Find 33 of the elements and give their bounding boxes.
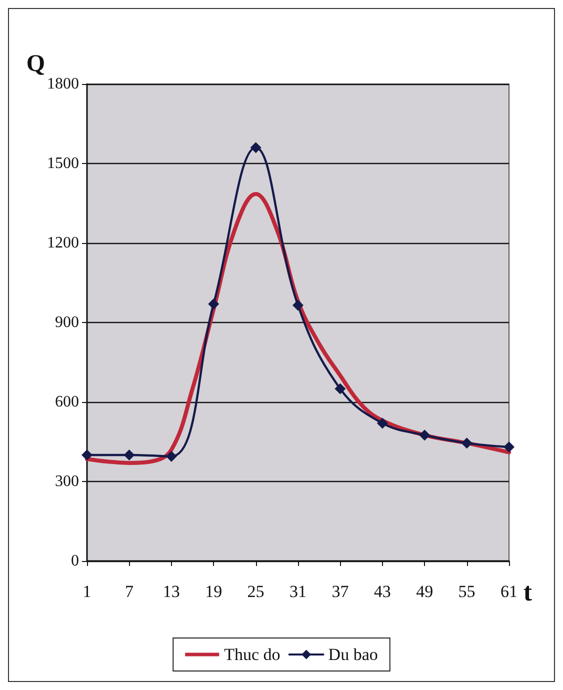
x-tick-label: 7 bbox=[124, 582, 134, 601]
legend-label: Thuc do bbox=[224, 645, 280, 664]
point bbox=[82, 450, 92, 460]
x-tick-label: 19 bbox=[205, 582, 222, 601]
point bbox=[250, 142, 262, 154]
x-tick-label: 1 bbox=[82, 582, 92, 601]
y-axis-title: Q bbox=[26, 51, 45, 78]
point bbox=[124, 450, 135, 460]
x-tick-label: 43 bbox=[374, 582, 391, 601]
legend-label: Du bao bbox=[328, 645, 378, 664]
x-tick-label: 55 bbox=[458, 582, 476, 601]
y-tick-label: 0 bbox=[71, 552, 79, 570]
point bbox=[504, 442, 514, 453]
y-tick-label: 1800 bbox=[47, 76, 79, 92]
y-tick-label: 900 bbox=[55, 314, 79, 331]
y-tick-label: 600 bbox=[55, 394, 79, 410]
x-tick-label: 25 bbox=[247, 582, 264, 601]
x-tick-label: 37 bbox=[332, 582, 350, 601]
x-axis-title: t bbox=[523, 578, 532, 606]
point bbox=[334, 383, 346, 394]
point bbox=[376, 418, 388, 429]
x-tick-label: 13 bbox=[162, 582, 180, 601]
point bbox=[461, 438, 472, 449]
x-tick-label: 49 bbox=[416, 582, 434, 601]
y-tick-label: 300 bbox=[55, 473, 79, 490]
point bbox=[166, 450, 177, 462]
point bbox=[292, 300, 304, 311]
x-tick-label: 61 bbox=[500, 582, 518, 601]
y-tick-label: 1500 bbox=[47, 155, 79, 172]
y-tick-label: 1200 bbox=[47, 234, 79, 252]
x-tick-label: 31 bbox=[290, 582, 306, 601]
point bbox=[208, 298, 220, 310]
point bbox=[419, 430, 430, 441]
